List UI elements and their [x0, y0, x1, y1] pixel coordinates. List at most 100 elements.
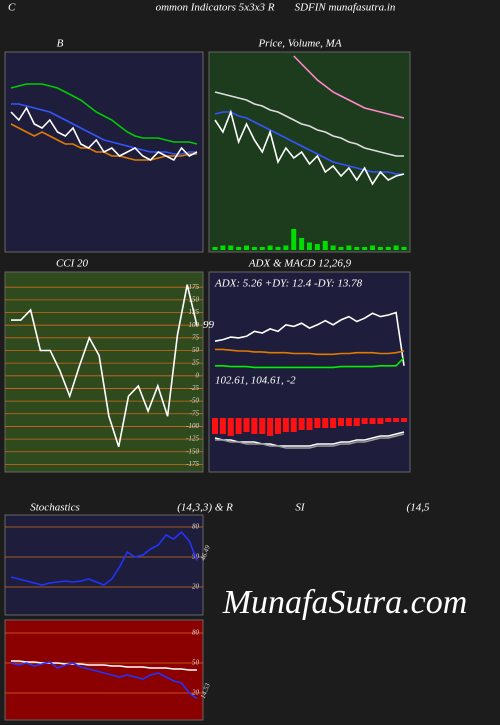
histogram-bar	[267, 418, 274, 436]
panel-title: B	[57, 38, 64, 50]
histogram-bar	[290, 418, 297, 432]
volume-bar	[236, 247, 242, 250]
volume-bar	[322, 241, 328, 250]
y-tick-label: -150	[186, 447, 199, 455]
volume-bar	[338, 247, 344, 250]
y-tick-label: 175	[189, 283, 200, 291]
series-line	[11, 660, 197, 671]
y-tick-label: 80	[192, 523, 200, 531]
volume-bar	[228, 245, 234, 250]
y-tick-label: 25	[192, 359, 200, 367]
y-tick-label: 20	[192, 583, 200, 591]
header-text: ommon Indicators 5x3x3 R	[156, 2, 275, 14]
histogram-bar	[314, 418, 321, 428]
y-tick-label: 150	[189, 295, 200, 303]
y-tick-label: -175	[186, 460, 199, 468]
histogram-bar	[219, 418, 226, 434]
value-annotation: 99	[203, 319, 215, 331]
volume-bar	[267, 245, 273, 250]
volume-bar	[299, 238, 305, 250]
panel-title: ADX & MACD 12,26,9	[248, 258, 352, 270]
series-line	[215, 433, 405, 449]
panel-subtitle: (14,5	[407, 502, 430, 514]
series-line	[214, 109, 405, 186]
series-line	[10, 530, 198, 586]
y-tick-label: -50	[190, 397, 200, 405]
volume-bar	[362, 247, 368, 250]
histogram-bar	[322, 418, 329, 428]
series-line	[10, 106, 198, 162]
histogram-bar	[353, 418, 360, 426]
volume-bar	[220, 245, 226, 250]
volume-bar	[354, 247, 360, 250]
panel	[4, 619, 204, 721]
series-line	[214, 91, 404, 157]
volume-bar	[283, 245, 289, 250]
volume-bar	[330, 245, 336, 250]
series-line	[11, 103, 197, 155]
panel	[4, 271, 204, 473]
histogram-bar	[361, 418, 368, 424]
histogram-bar	[282, 418, 289, 432]
series-line	[214, 111, 404, 175]
histogram-bar	[259, 418, 266, 434]
panel	[4, 514, 204, 616]
panel-title: SI	[295, 502, 306, 514]
volume-bar	[346, 245, 352, 250]
volume-bar	[393, 245, 399, 250]
panel-subtitle: ADX: 5.26 +DY: 12.4 -DY: 13.78	[214, 278, 363, 290]
header-text: C	[8, 2, 16, 14]
volume-bar	[212, 247, 218, 250]
histogram-bar	[385, 418, 392, 422]
series-line	[10, 83, 198, 145]
series-line	[10, 661, 198, 700]
series-line	[214, 431, 405, 447]
histogram-bar	[401, 418, 407, 422]
histogram-bar	[345, 418, 352, 426]
panel-subtitle: (14,3,3) & R	[177, 502, 233, 514]
histogram-bar	[338, 418, 344, 426]
watermark: MunafaSutra.com	[222, 584, 468, 621]
histogram-bar	[243, 418, 250, 432]
volume-bar	[370, 245, 375, 250]
histogram-bar	[251, 418, 258, 434]
series-line	[11, 284, 198, 447]
histogram-bar	[393, 418, 400, 422]
y-tick-label: 50	[192, 659, 200, 667]
volume-bar	[251, 247, 257, 250]
panel	[208, 51, 411, 253]
histogram-bar	[235, 418, 242, 434]
volume-bar	[401, 247, 407, 250]
histogram-bar	[212, 418, 218, 434]
volume-bar	[314, 244, 320, 250]
histogram-bar	[369, 418, 376, 424]
series-line	[214, 311, 405, 366]
y-tick-label: 0	[196, 371, 200, 379]
volume-bar	[385, 247, 391, 250]
panel-title: Stochastics	[30, 502, 80, 514]
y-tick-label: 80	[192, 629, 200, 637]
series-line	[293, 55, 405, 119]
y-tick-label: -75	[190, 409, 200, 417]
histogram-bar	[227, 418, 234, 436]
panel-title: Price, Volume, MA	[257, 38, 341, 50]
histogram-bar	[377, 418, 384, 424]
volume-bar	[291, 229, 297, 250]
y-tick-label: 50	[192, 346, 200, 354]
panel-subtitle: 102.61, 104.61, -2	[215, 375, 296, 387]
y-tick-label: 75	[192, 333, 200, 341]
volume-bar	[244, 245, 249, 250]
histogram-bar	[298, 418, 305, 430]
histogram-bar	[275, 418, 281, 434]
histogram-bar	[330, 418, 337, 428]
header-text: SDFIN munafasutra.in	[295, 2, 396, 14]
y-tick-label: -100	[186, 422, 199, 430]
volume-bar	[259, 247, 265, 250]
y-tick-label: -125	[186, 435, 199, 443]
volume-bar	[275, 247, 281, 250]
volume-bar	[377, 247, 383, 250]
histogram-bar	[306, 418, 313, 430]
y-tick-label: 20	[192, 689, 200, 697]
series-line	[215, 348, 405, 356]
